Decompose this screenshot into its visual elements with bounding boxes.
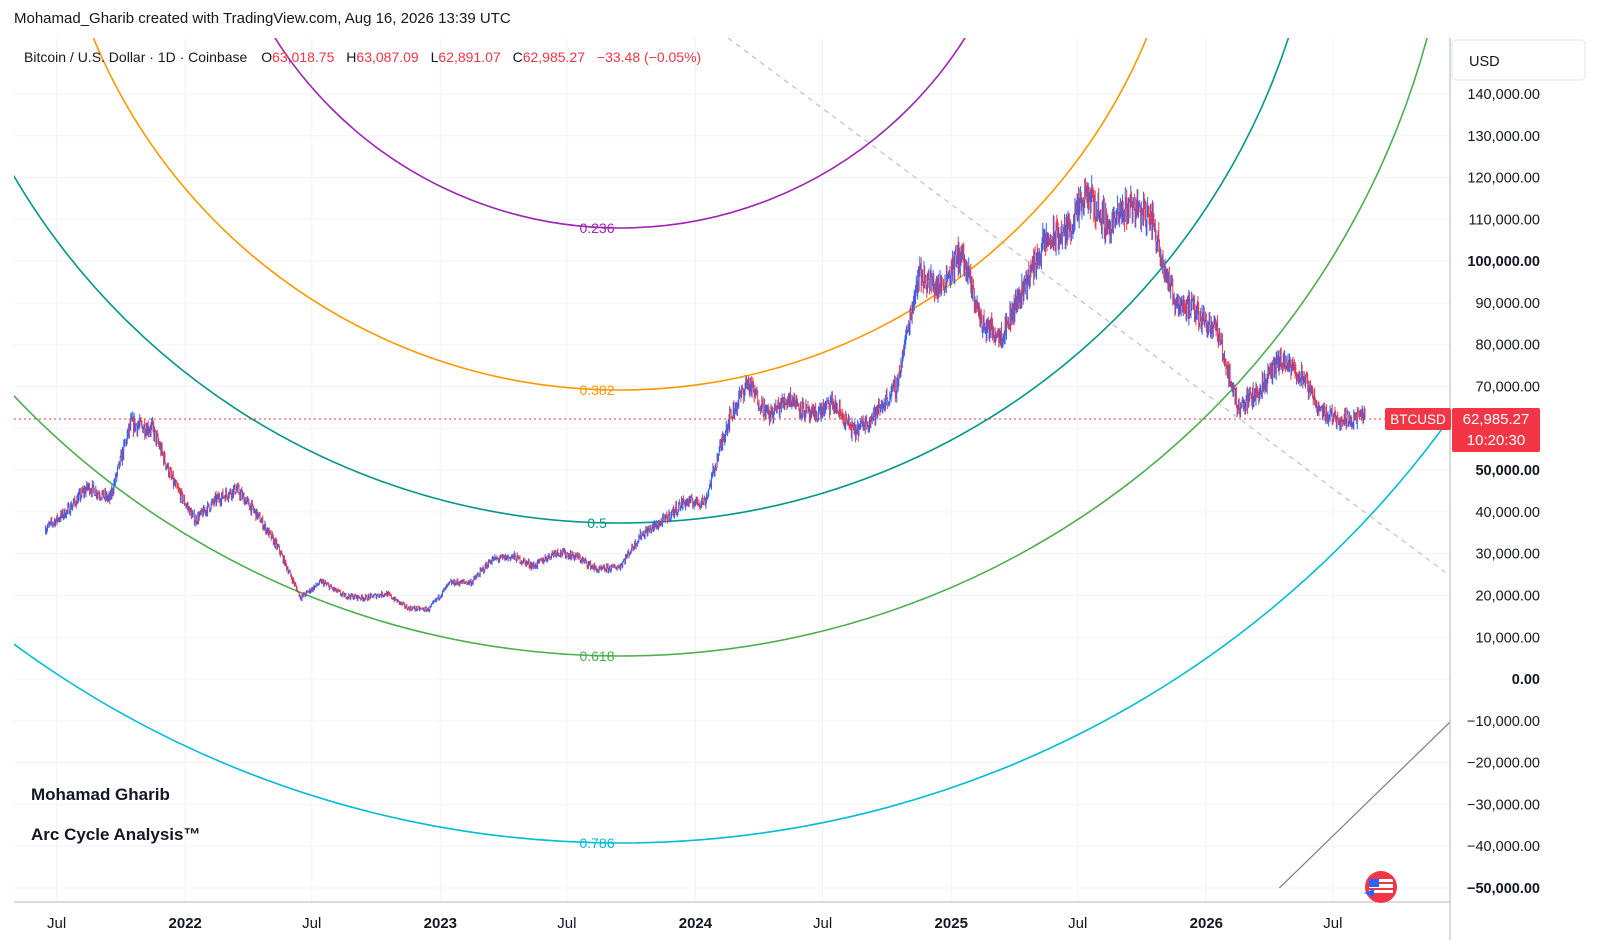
price-tick: −10,000.00 [1467,714,1540,730]
price-tick: 20,000.00 [1475,588,1540,604]
close-value: 62,985.27 [523,49,585,65]
time-tick: Jul [557,915,576,932]
price-tick: 30,000.00 [1475,547,1540,563]
price-tick: 40,000.00 [1475,505,1540,521]
event-marker-icon [1364,889,1374,897]
open-value: 63,018.75 [272,49,334,65]
fib-arc-0.382[interactable] [50,0,1190,391]
price-tick: 70,000.00 [1475,380,1540,396]
price-badge-countdown: 10:20:30 [1467,432,1525,449]
price-tick: −40,000.00 [1467,839,1540,855]
fib-level-label: 0.236 [579,220,614,236]
price-tick: 120,000.00 [1467,171,1540,187]
price-tick: −50,000.00 [1467,881,1540,897]
author-watermark: Mohamad Gharib [31,785,170,804]
trend-lines [727,38,1450,902]
time-tick: 2023 [424,915,457,932]
dashed-trend-line[interactable] [727,38,1446,573]
fib-level-labels: 0.236 0.382 0.5 0.618 0.786 [579,220,614,851]
fib-arc-0.5[interactable] [0,0,1323,524]
time-tick: 2024 [679,915,713,932]
price-series [44,175,1366,613]
time-tick: Jul [1323,915,1342,932]
title-watermark: Arc Cycle Analysis™ [31,825,200,844]
ohlc-legend: Bitcoin / U.S. Dollar · 1D · Coinbase O6… [24,49,701,65]
low-value: 62,891.07 [438,49,500,65]
time-tick: 2022 [169,915,202,932]
price-tick: 100,000.00 [1467,254,1540,270]
fib-level-label: 0.5 [587,515,607,531]
chart-attribution: Mohamad_Gharib created with TradingView.… [14,10,511,27]
fib-arc-0.236[interactable] [212,0,1028,229]
price-badge [1452,408,1540,452]
price-tick: −30,000.00 [1467,797,1540,813]
us-flag-icon[interactable] [1365,871,1397,903]
currency-label: USD [1469,54,1500,70]
symbol-badge [1385,408,1451,430]
price-axis: 140,000.00 130,000.00 120,000.00 110,000.00… [1467,87,1540,897]
price-badge-value: 62,985.27 [1463,411,1530,428]
symbol-description: Bitcoin / U.S. Dollar · 1D · Coinbase [24,49,248,65]
fib-level-label: 0.382 [579,382,614,398]
fib-level-label: 0.618 [579,648,614,664]
high-value: 63,087.09 [356,49,418,65]
price-tick: 10,000.00 [1475,630,1540,646]
time-tick: Jul [1068,915,1087,932]
time-axis: Jul 2022 Jul 2023 Jul 2024 Jul 2025 Jul 2026 Jul [47,915,1342,932]
price-tick: 50,000.00 [1475,463,1540,479]
price-tick: 130,000.00 [1467,129,1540,145]
price-tick: 110,000.00 [1469,212,1541,228]
time-tick: Jul [47,915,66,932]
grid [14,38,1450,902]
price-tick: −20,000.00 [1467,756,1540,772]
time-tick: Jul [813,915,832,932]
fib-arc-0.786[interactable] [0,0,1600,844]
time-tick: 2025 [935,915,968,932]
fib-arc-0.618[interactable] [0,0,1456,657]
time-tick: Jul [302,915,321,932]
currency-button[interactable] [1451,39,1586,81]
change-value: −33.48 (−0.05%) [597,49,701,65]
price-tick: 90,000.00 [1475,296,1540,312]
price-tick: 80,000.00 [1475,338,1540,354]
fan-line[interactable] [1265,721,1450,902]
price-tick: 0.00 [1512,672,1540,688]
price-tick: 140,000.00 [1467,87,1540,103]
fib-level-label: 0.786 [579,835,614,851]
symbol-badge-text: BTCUSD [1390,412,1446,427]
time-tick: 2026 [1190,915,1223,932]
fib-arcs [0,0,1600,844]
